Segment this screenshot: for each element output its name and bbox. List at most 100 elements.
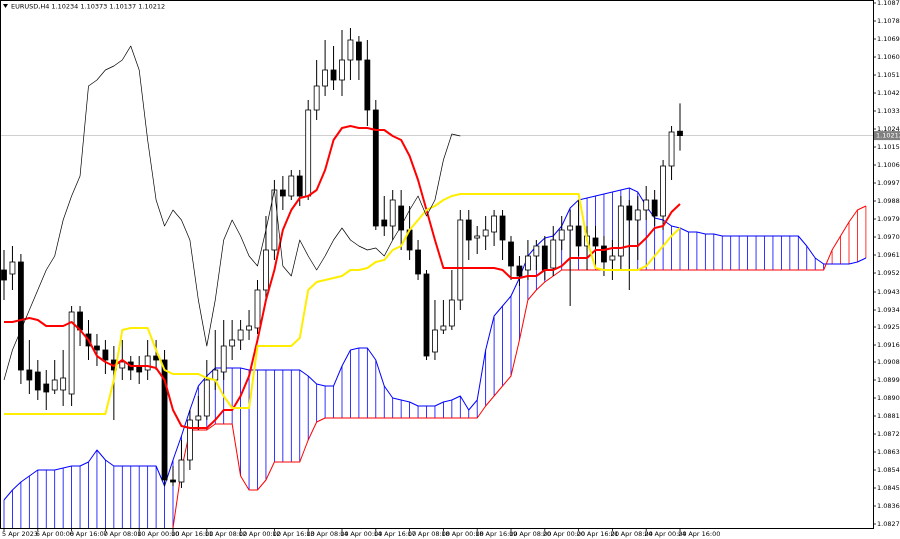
x-tick-label: 17 Apr 08:00 — [408, 530, 450, 538]
span-a-line — [3, 187, 867, 501]
y-tick-label: 1.08270 — [877, 520, 900, 528]
y-tick-label: 1.09795 — [877, 215, 900, 223]
candle-body — [432, 329, 438, 353]
candle-body — [195, 415, 202, 421]
x-tick-label: 14 Apr 16:00 — [374, 530, 416, 538]
y-tick-label: 1.10425 — [877, 89, 900, 97]
candle-body — [330, 69, 337, 81]
candle-body — [398, 205, 405, 231]
candle-body — [541, 245, 548, 271]
candle-body — [254, 289, 261, 329]
y-tick-label: 1.09255 — [877, 323, 900, 331]
candle-body — [575, 225, 582, 247]
candle-body — [170, 479, 176, 483]
y-tick-label: 1.10065 — [877, 161, 900, 169]
y-tick-label: 1.10875 — [877, 0, 900, 7]
candle-body — [499, 215, 506, 241]
candle-body — [651, 199, 658, 217]
y-tick-label: 1.10515 — [877, 71, 900, 79]
candle-body — [34, 371, 41, 391]
candle-body — [550, 239, 557, 269]
candle-body — [558, 229, 565, 241]
y-tick-label: 1.09615 — [877, 251, 900, 259]
y-tick-label: 1.09340 — [877, 306, 900, 314]
y-tick-label: 1.09165 — [877, 341, 900, 349]
candle-body — [68, 311, 75, 395]
candle-body — [482, 229, 489, 237]
candle-body — [203, 379, 210, 417]
x-tick-label: 24 Apr 00:00 — [644, 530, 686, 538]
candle-body — [601, 245, 607, 263]
y-tick-label: 1.08990 — [877, 376, 900, 384]
y-tick-label: 1.10785 — [877, 17, 900, 25]
plot-frame — [0, 0, 874, 529]
candle-body — [660, 165, 666, 217]
candle-body — [355, 41, 362, 61]
candle-body — [415, 249, 421, 275]
candle-body — [94, 345, 100, 351]
candle-body — [220, 345, 227, 373]
y-tick-label: 1.09975 — [877, 179, 900, 187]
candle-body — [364, 59, 371, 111]
y-tick-label: 1.08360 — [877, 502, 900, 510]
candle-body — [60, 377, 67, 391]
candle-body — [474, 235, 481, 239]
candle-body — [533, 245, 540, 257]
candle-body — [389, 199, 396, 227]
chart-title: EURUSD,H4 1.10234 1.10373 1.10137 1.1021… — [11, 3, 165, 11]
candle-body — [677, 130, 683, 136]
x-tick-label: 7 Apr 08:00 — [103, 530, 141, 538]
x-tick-label: 18 Apr 00:00 — [441, 530, 483, 538]
candle-body — [263, 249, 269, 291]
y-tick-label: 1.09705 — [877, 233, 900, 241]
x-tick-label: 18 Apr 16:00 — [475, 530, 517, 538]
x-tick-label: 24 Apr 16:00 — [678, 530, 720, 538]
candle-body — [339, 59, 345, 81]
candle-body — [634, 209, 641, 221]
candle-body — [668, 131, 675, 167]
candle-body — [322, 69, 329, 87]
candle-body — [178, 459, 185, 483]
candle-body — [1, 269, 7, 281]
candle-body — [279, 189, 286, 197]
y-tick-label: 1.09885 — [877, 197, 900, 205]
candle-body — [525, 255, 531, 271]
x-tick-label: 12 Apr 00:00 — [239, 530, 281, 538]
plot-area — [1, 28, 873, 528]
candle-body — [516, 265, 523, 277]
x-tick-label: 14 Apr 00:00 — [340, 530, 382, 538]
candle-body — [508, 241, 514, 267]
candle-body — [592, 237, 599, 247]
candle-body — [491, 215, 498, 233]
x-tick-label: 6 Apr 00:00 — [36, 530, 74, 538]
candle-body — [567, 225, 574, 231]
chikou-line — [3, 45, 461, 381]
candle-body — [43, 383, 50, 393]
candle-body — [119, 361, 126, 369]
candle-body — [381, 219, 388, 227]
y-tick-label: 1.10605 — [877, 53, 900, 61]
candle-body — [288, 175, 295, 197]
candle-body — [212, 369, 219, 381]
y-tick-label: 1.09080 — [877, 358, 900, 366]
candle-body — [102, 349, 109, 361]
y-tick-label: 1.10695 — [877, 35, 900, 43]
candle-body — [51, 379, 58, 391]
y-tick-label: 1.08810 — [877, 412, 900, 420]
y-tick-label: 1.08540 — [877, 466, 900, 474]
last-price-label: 1.10212 — [876, 132, 900, 140]
x-tick-label: 21 Apr 08:00 — [610, 530, 652, 538]
candle-body — [609, 255, 616, 261]
candle-body — [229, 339, 236, 347]
candle-body — [448, 299, 455, 327]
x-tick-label: 10 Apr 16:00 — [171, 530, 213, 538]
candle-body — [643, 199, 650, 211]
candle-body — [144, 355, 151, 371]
y-tick-label: 1.08450 — [877, 484, 900, 492]
candle-body — [296, 175, 303, 197]
candle-body — [440, 325, 447, 331]
last-price-box — [874, 131, 900, 141]
candle-body — [246, 325, 252, 331]
